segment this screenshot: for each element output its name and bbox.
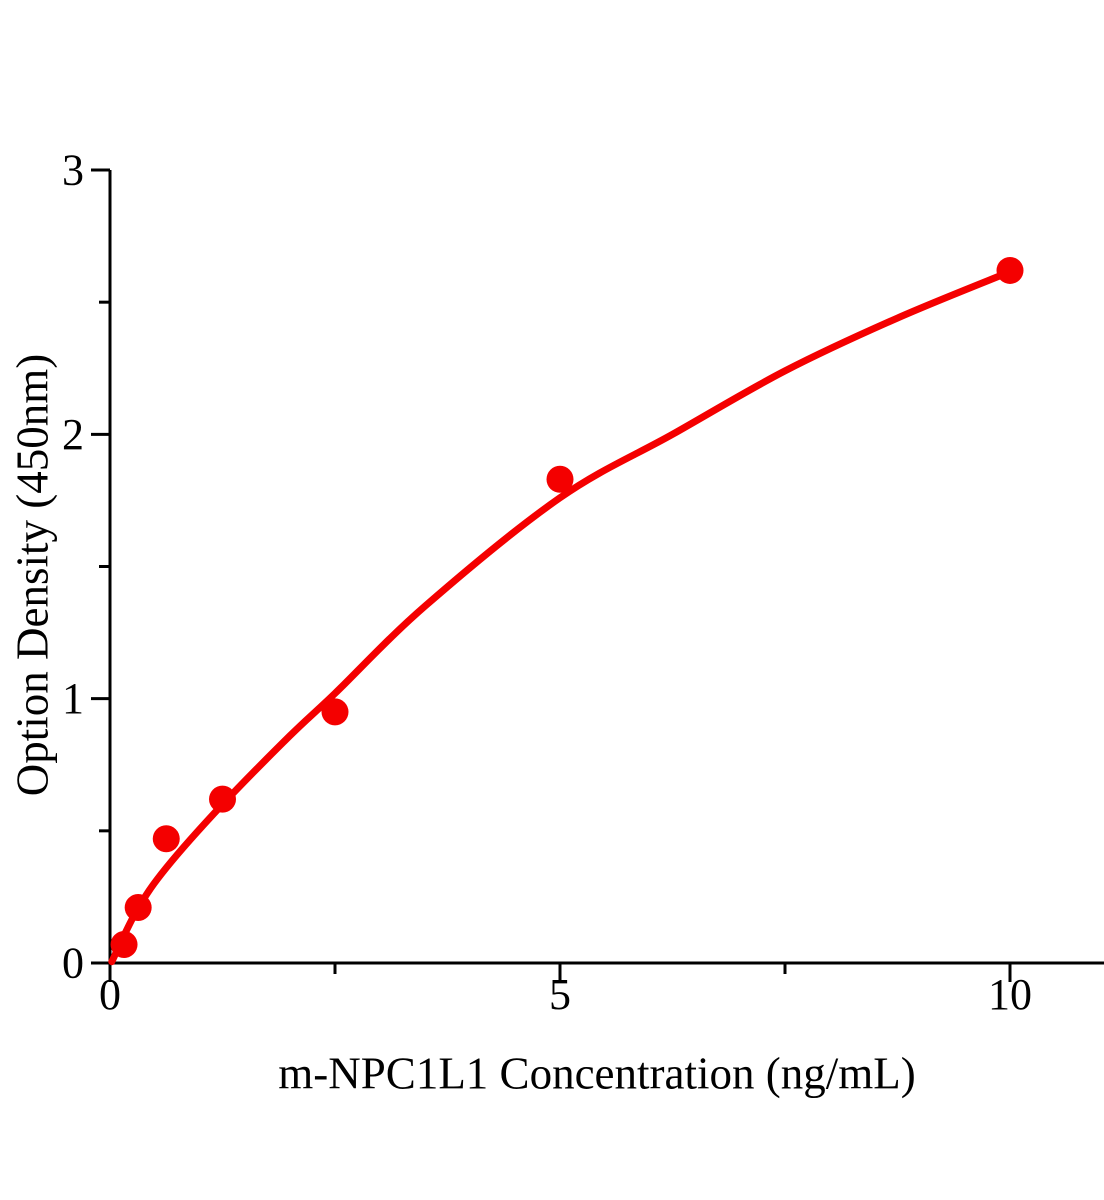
- data-point: [209, 785, 236, 813]
- y-tick-label: 0: [62, 939, 84, 988]
- data-point: [321, 698, 349, 726]
- data-point: [996, 256, 1024, 284]
- data-point: [110, 930, 138, 958]
- y-axis-title: Option Density (450nm): [7, 353, 58, 797]
- y-tick-label: 1: [62, 674, 84, 723]
- data-point: [152, 825, 180, 853]
- data-series: [108, 256, 1024, 966]
- x-tick-label: 0: [99, 970, 121, 1019]
- y-tick-label: 3: [62, 146, 84, 195]
- tick-labels: 0 5 10 0 1 2 3: [62, 146, 1032, 1019]
- fit-curve-line: [108, 268, 1014, 966]
- data-point: [546, 465, 574, 493]
- axes: [91, 168, 1104, 982]
- y-tick-label: 2: [62, 410, 84, 459]
- x-tick-label: 10: [988, 970, 1032, 1019]
- x-tick-label: 5: [549, 970, 571, 1019]
- data-point: [124, 893, 152, 921]
- x-axis-title: m-NPC1L1 Concentration (ng/mL): [278, 1048, 916, 1099]
